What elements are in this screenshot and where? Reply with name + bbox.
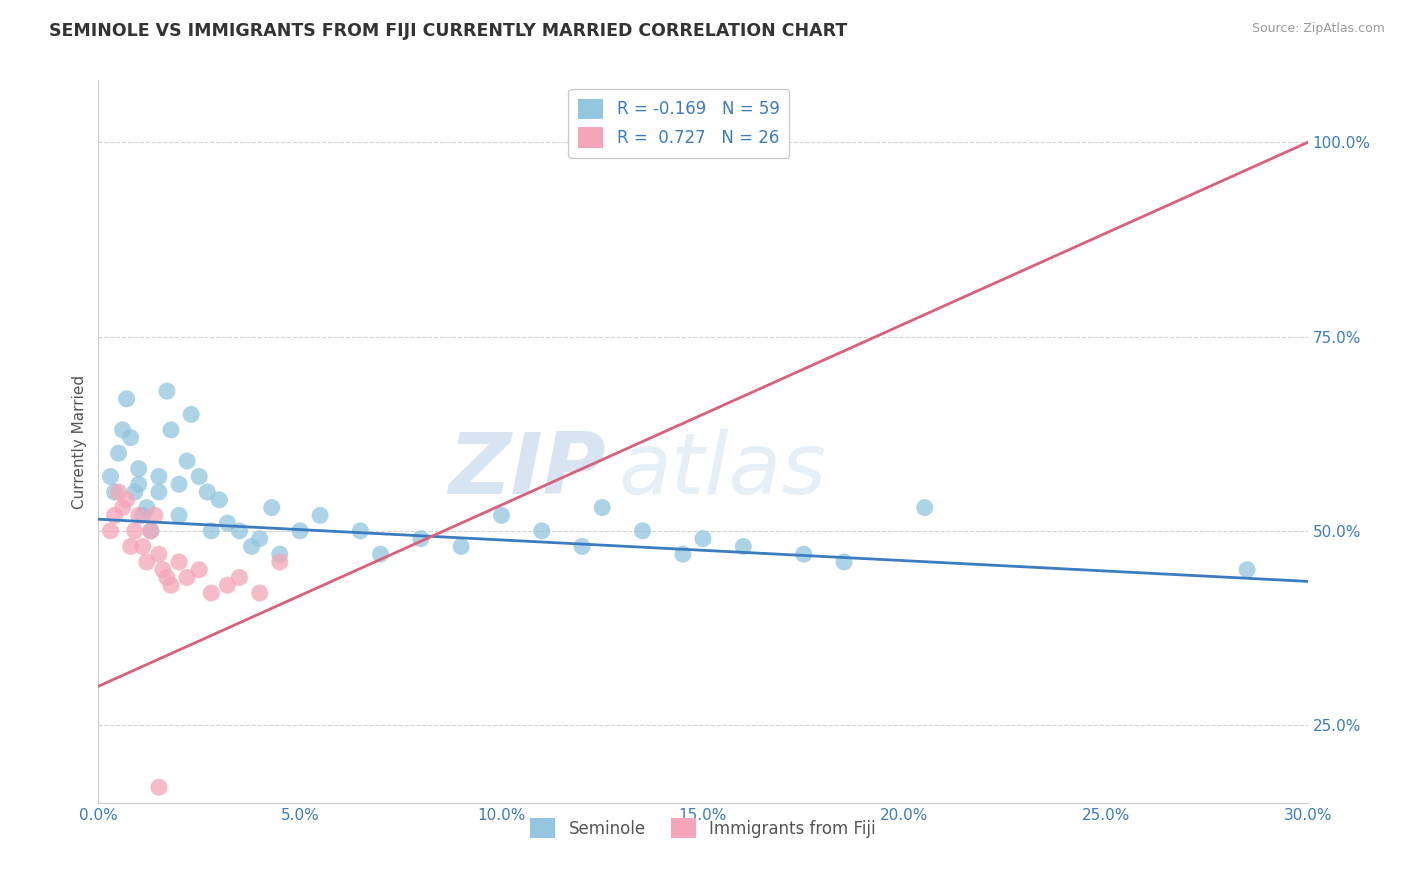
Point <box>269 555 291 569</box>
Point <box>103 508 125 523</box>
Point <box>491 508 513 523</box>
Point <box>249 586 271 600</box>
Point <box>100 524 122 538</box>
Point <box>128 508 150 523</box>
Point <box>733 540 755 554</box>
Point <box>107 446 129 460</box>
Point <box>188 563 211 577</box>
Point <box>240 540 263 554</box>
Legend: Seminole, Immigrants from Fiji: Seminole, Immigrants from Fiji <box>523 812 883 845</box>
Point <box>111 423 134 437</box>
Point <box>103 485 125 500</box>
Point <box>591 500 613 515</box>
Point <box>692 532 714 546</box>
Point <box>156 570 179 584</box>
Point <box>135 500 157 515</box>
Point <box>188 469 211 483</box>
Point <box>631 524 654 538</box>
Y-axis label: Currently Married: Currently Married <box>72 375 87 508</box>
Point <box>530 524 553 538</box>
Point <box>148 780 170 795</box>
Point <box>349 524 371 538</box>
Point <box>450 540 472 554</box>
Point <box>139 524 162 538</box>
Point <box>260 500 283 515</box>
Point <box>152 563 174 577</box>
Point <box>228 570 250 584</box>
Point <box>167 477 190 491</box>
Point <box>100 469 122 483</box>
Point <box>160 423 183 437</box>
Point <box>156 384 179 398</box>
Point <box>132 508 155 523</box>
Point <box>115 392 138 406</box>
Point <box>160 578 183 592</box>
Point <box>288 524 311 538</box>
Point <box>139 524 162 538</box>
Point <box>208 492 231 507</box>
Point <box>195 485 218 500</box>
Point <box>249 532 271 546</box>
Point <box>115 492 138 507</box>
Point <box>148 485 170 500</box>
Point <box>148 547 170 561</box>
Point <box>309 508 332 523</box>
Point <box>124 524 146 538</box>
Point <box>120 431 142 445</box>
Point <box>672 547 695 561</box>
Point <box>409 532 432 546</box>
Text: atlas: atlas <box>619 429 827 512</box>
Point <box>167 508 190 523</box>
Point <box>107 485 129 500</box>
Point <box>132 540 155 554</box>
Text: ZIP: ZIP <box>449 429 606 512</box>
Point <box>148 469 170 483</box>
Point <box>135 555 157 569</box>
Point <box>128 477 150 491</box>
Point <box>111 500 134 515</box>
Text: SEMINOLE VS IMMIGRANTS FROM FIJI CURRENTLY MARRIED CORRELATION CHART: SEMINOLE VS IMMIGRANTS FROM FIJI CURRENT… <box>49 22 848 40</box>
Point <box>832 555 855 569</box>
Point <box>200 586 222 600</box>
Point <box>269 547 291 561</box>
Point <box>128 461 150 475</box>
Point <box>1236 563 1258 577</box>
Point <box>120 540 142 554</box>
Point <box>217 516 239 530</box>
Point <box>167 555 190 569</box>
Point <box>914 500 936 515</box>
Point <box>176 454 198 468</box>
Point <box>124 485 146 500</box>
Point <box>571 540 593 554</box>
Point <box>217 578 239 592</box>
Point <box>200 524 222 538</box>
Text: Source: ZipAtlas.com: Source: ZipAtlas.com <box>1251 22 1385 36</box>
Point <box>143 508 166 523</box>
Point <box>370 547 392 561</box>
Point <box>228 524 250 538</box>
Point <box>793 547 815 561</box>
Point <box>176 570 198 584</box>
Point <box>180 408 202 422</box>
